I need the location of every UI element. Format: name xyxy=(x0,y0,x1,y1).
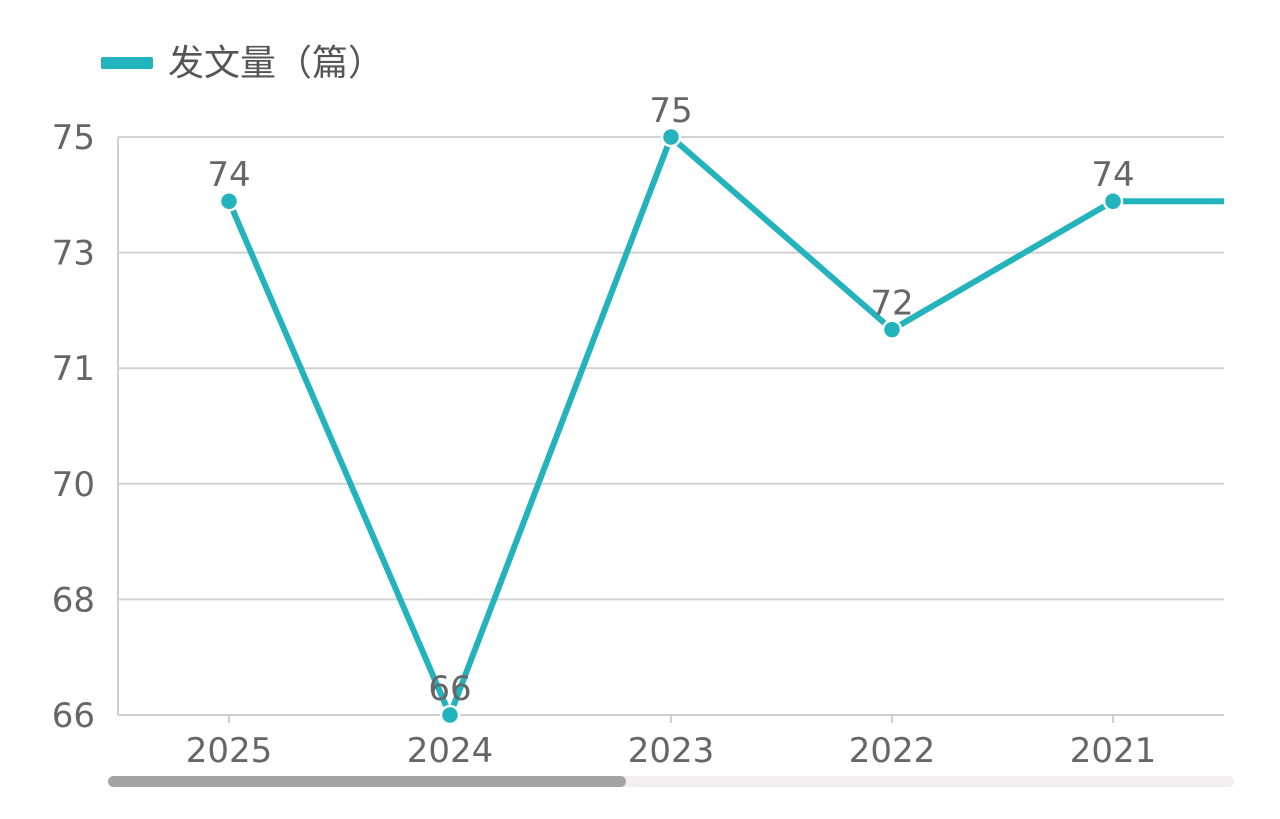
scrollbar[interactable] xyxy=(108,776,1234,787)
series-layer xyxy=(218,126,1224,726)
series-line xyxy=(226,131,1224,723)
data-label: 74 xyxy=(207,155,250,195)
legend-swatch xyxy=(101,57,153,69)
data-point[interactable] xyxy=(218,190,240,212)
y-tick-label: 66 xyxy=(52,696,95,736)
x-tick-label: 2023 xyxy=(628,731,715,771)
y-axis: 75 73 71 70 68 66 xyxy=(52,118,119,736)
data-label: 72 xyxy=(870,284,913,324)
y-tick-label: 73 xyxy=(52,234,95,274)
data-point[interactable] xyxy=(660,126,682,148)
data-label: 75 xyxy=(649,91,692,131)
x-tick-label: 2022 xyxy=(849,731,936,771)
y-tick-label: 68 xyxy=(52,580,95,620)
data-label: 66 xyxy=(428,669,471,709)
data-point[interactable] xyxy=(1102,190,1124,212)
scrollbar-thumb[interactable] xyxy=(108,776,626,787)
data-point[interactable] xyxy=(439,704,461,726)
data-label: 74 xyxy=(1091,155,1134,195)
data-point[interactable] xyxy=(881,319,903,340)
grid-lines xyxy=(118,136,1224,716)
x-tick-label: 2025 xyxy=(186,731,273,771)
x-tick-label: 2024 xyxy=(407,731,494,771)
x-tick-label: 2021 xyxy=(1070,731,1157,771)
legend[interactable]: 发文量（篇） xyxy=(101,43,384,84)
y-tick-label: 75 xyxy=(52,118,95,158)
y-tick-label: 70 xyxy=(52,465,95,505)
x-axis: 2025 2024 2023 2022 2021 xyxy=(118,714,1224,771)
data-labels: 74 66 75 72 74 xyxy=(207,91,1134,709)
y-tick-label: 71 xyxy=(52,349,95,389)
legend-label: 发文量（篇） xyxy=(168,43,384,84)
